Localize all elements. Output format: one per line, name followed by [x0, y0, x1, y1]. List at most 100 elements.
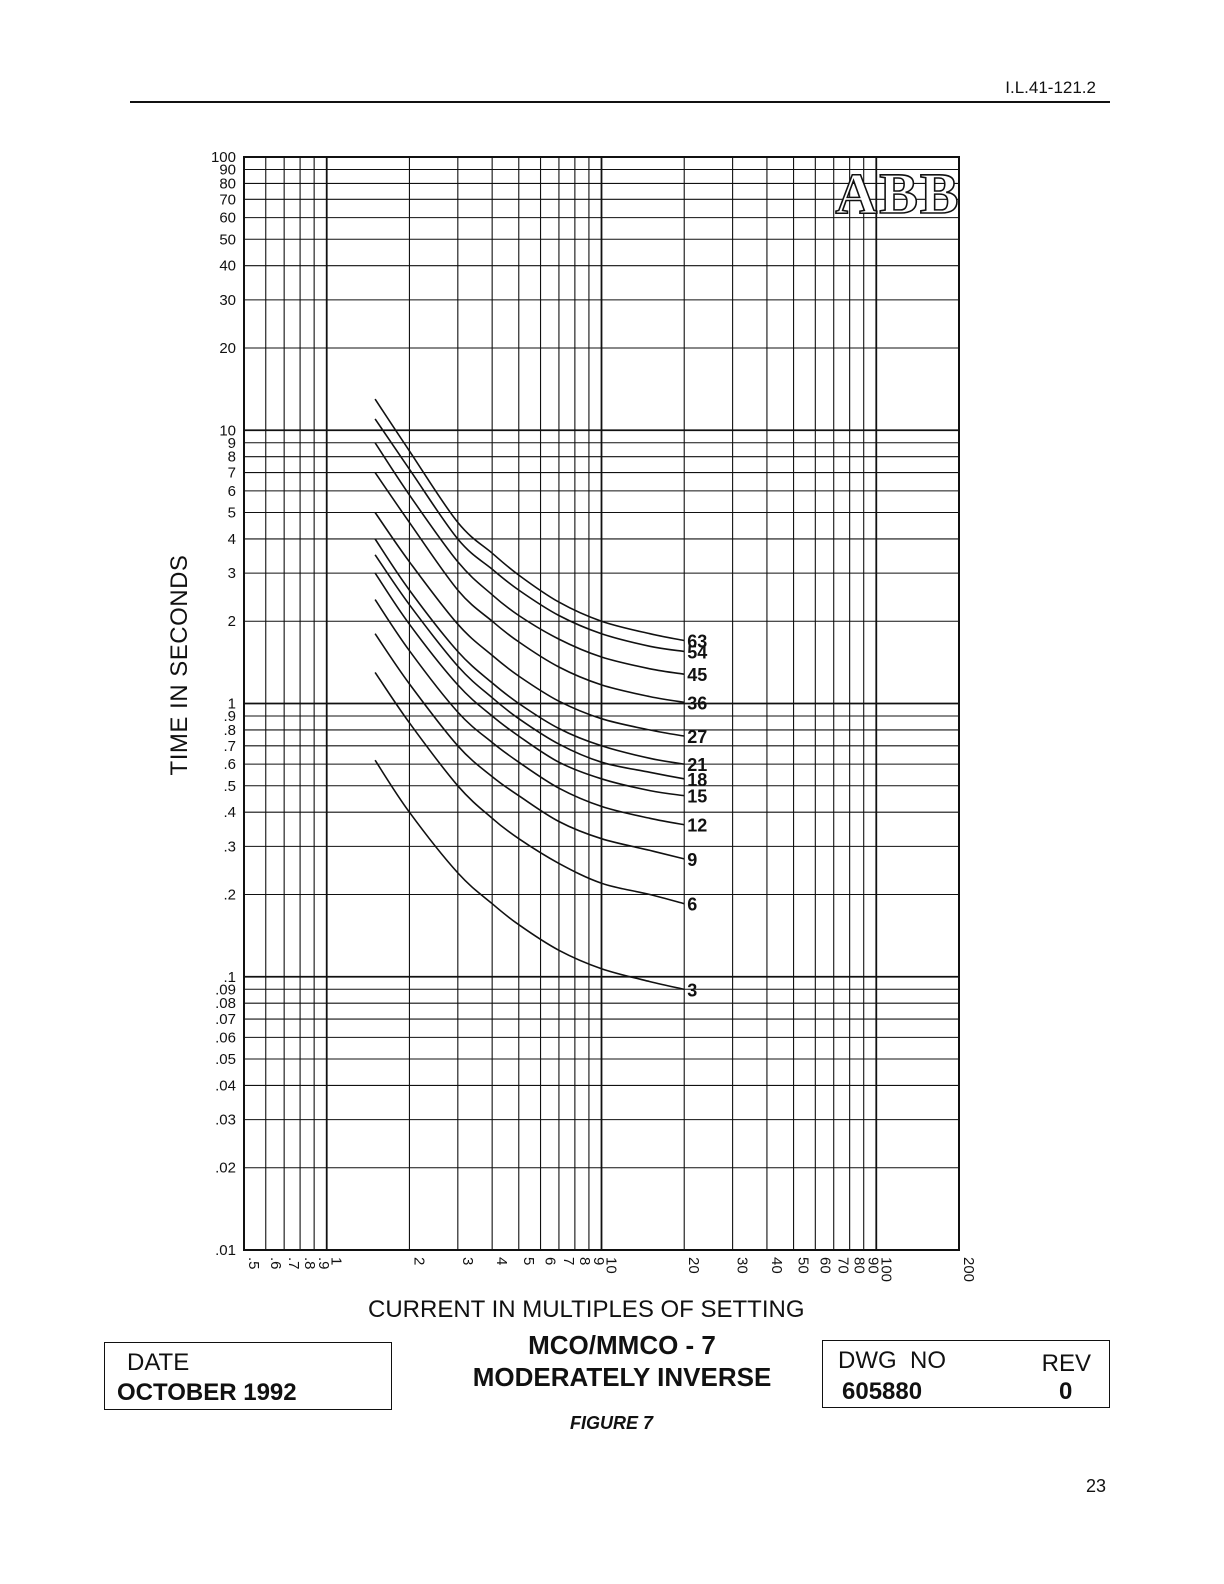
- y-tick-label: .06: [215, 1029, 236, 1046]
- plot-frame: [243, 156, 960, 1251]
- x-tick-label: 9: [590, 1257, 607, 1265]
- curve-label-36: 36: [687, 693, 707, 713]
- y-tick-label: .4: [223, 804, 236, 821]
- x-tick-label: 30: [734, 1257, 751, 1274]
- drawing-number-value: 605880: [842, 1378, 923, 1405]
- x-tick-label: .6: [267, 1257, 284, 1270]
- y-tick-label: 7: [228, 465, 236, 482]
- y-tick-label: .01: [215, 1242, 236, 1259]
- y-tick-label: 80: [219, 175, 236, 192]
- page-number: 23: [1085, 1476, 1106, 1496]
- y-tick-label: .1: [223, 969, 236, 986]
- y-tick-label: .2: [223, 886, 236, 903]
- time-dial-curve-6: [374, 671, 685, 905]
- x-tick-label: .9: [315, 1257, 332, 1270]
- x-tick-label: 7: [560, 1257, 577, 1265]
- x-tick-label: 40: [768, 1257, 785, 1274]
- y-tick-label: .8: [223, 722, 236, 739]
- y-tick-label: 10: [219, 422, 236, 439]
- x-tick-label: 4: [493, 1257, 510, 1265]
- time-dial-curve-3: [374, 759, 685, 991]
- x-tick-label: 80: [851, 1257, 868, 1274]
- y-tick-label: .08: [215, 995, 236, 1012]
- y-tick-label: .02: [215, 1160, 236, 1177]
- x-tick-label: 5: [520, 1257, 537, 1265]
- x-tick-label: 1: [328, 1257, 345, 1265]
- curve-label-3: 3: [687, 980, 697, 1000]
- time-dial-curve-45: [374, 442, 685, 675]
- y-tick-label: 90: [219, 162, 236, 179]
- curve-label-6: 6: [687, 895, 697, 915]
- x-tick-label: .8: [301, 1257, 318, 1270]
- y-tick-label: 100: [211, 149, 236, 166]
- x-tick-label: 50: [795, 1257, 812, 1274]
- y-tick-label: 70: [219, 191, 236, 208]
- x-tick-label: 2: [410, 1257, 427, 1265]
- time-dial-curve-63: [374, 398, 685, 642]
- curve-label-27: 27: [687, 727, 707, 747]
- y-tick-label: 40: [219, 258, 236, 275]
- x-tick-label: 6: [542, 1257, 559, 1265]
- y-tick-label: 1: [228, 696, 236, 713]
- time-dial-curve-12: [374, 599, 685, 826]
- revision-label: REV: [1041, 1350, 1091, 1377]
- time-dial-curve-27: [374, 512, 685, 737]
- document-id: I.L.41-121.2: [1005, 78, 1096, 97]
- x-tick-label: 8: [576, 1257, 593, 1265]
- y-tick-label: .03: [215, 1112, 236, 1129]
- y-tick-label: 6: [228, 483, 236, 500]
- y-tick-label: .3: [223, 838, 236, 855]
- y-tick-label: 50: [219, 231, 236, 248]
- x-tick-label: 3: [459, 1257, 476, 1265]
- y-tick-label: 4: [228, 531, 236, 548]
- y-tick-label: .6: [223, 756, 236, 773]
- y-tick-label: 2: [228, 613, 236, 630]
- date-label: DATE: [127, 1349, 190, 1376]
- time-dial-curve-9: [374, 633, 685, 860]
- drawing-number-label: DWG NO: [838, 1347, 946, 1374]
- x-tick-label: 100: [877, 1257, 894, 1282]
- figure-caption: FIGURE 7: [570, 1413, 654, 1433]
- curve-type-title: MODERATELY INVERSE: [472, 1362, 772, 1392]
- y-tick-label: 3: [228, 565, 236, 582]
- x-tick-label: 10: [603, 1257, 620, 1274]
- x-tick-label: 20: [685, 1257, 702, 1274]
- drawing-number-box: DWG NO 605880 REV 0: [822, 1340, 1110, 1408]
- x-axis-title: CURRENT IN MULTIPLES OF SETTING: [368, 1296, 805, 1323]
- time-dial-curve-36: [374, 472, 685, 704]
- time-dial-curve-21: [374, 538, 685, 765]
- header-rule: [130, 101, 1110, 103]
- y-tick-label: .09: [215, 981, 236, 998]
- curve-label-54: 54: [687, 642, 707, 662]
- curve-label-15: 15: [687, 787, 707, 807]
- y-tick-label: .7: [223, 738, 236, 755]
- relay-model-title: MCO/MMCO - 7: [528, 1330, 716, 1360]
- y-tick-label: 9: [228, 435, 236, 452]
- y-tick-label: 5: [228, 505, 236, 522]
- y-tick-label: .04: [215, 1077, 236, 1094]
- x-tick-label: 200: [960, 1257, 977, 1282]
- curve-label-12: 12: [687, 816, 707, 836]
- curve-label-45: 45: [687, 665, 707, 685]
- y-tick-label: .07: [215, 1011, 236, 1028]
- curve-label-18: 18: [687, 770, 707, 790]
- y-tick-label: 60: [219, 210, 236, 227]
- revision-value: 0: [1059, 1378, 1073, 1405]
- y-tick-label: 30: [219, 292, 236, 309]
- y-tick-label: 8: [228, 449, 236, 466]
- x-tick-label: 70: [835, 1257, 852, 1274]
- time-dial-curve-54: [374, 418, 685, 653]
- time-dial-curve-18: [374, 554, 685, 780]
- svg-text:ABB: ABB: [835, 161, 960, 226]
- x-tick-label: 90: [865, 1257, 882, 1274]
- y-axis-title: TIME IN SECONDS: [166, 554, 193, 776]
- date-box: DATE OCTOBER 1992: [104, 1342, 392, 1410]
- curve-label-21: 21: [687, 755, 707, 775]
- x-tick-label: .5: [245, 1257, 262, 1270]
- y-tick-label: 20: [219, 340, 236, 357]
- abb-logo: ABB: [835, 160, 960, 227]
- y-tick-label: .05: [215, 1051, 236, 1068]
- date-value: OCTOBER 1992: [117, 1379, 297, 1406]
- x-tick-label: 60: [816, 1257, 833, 1274]
